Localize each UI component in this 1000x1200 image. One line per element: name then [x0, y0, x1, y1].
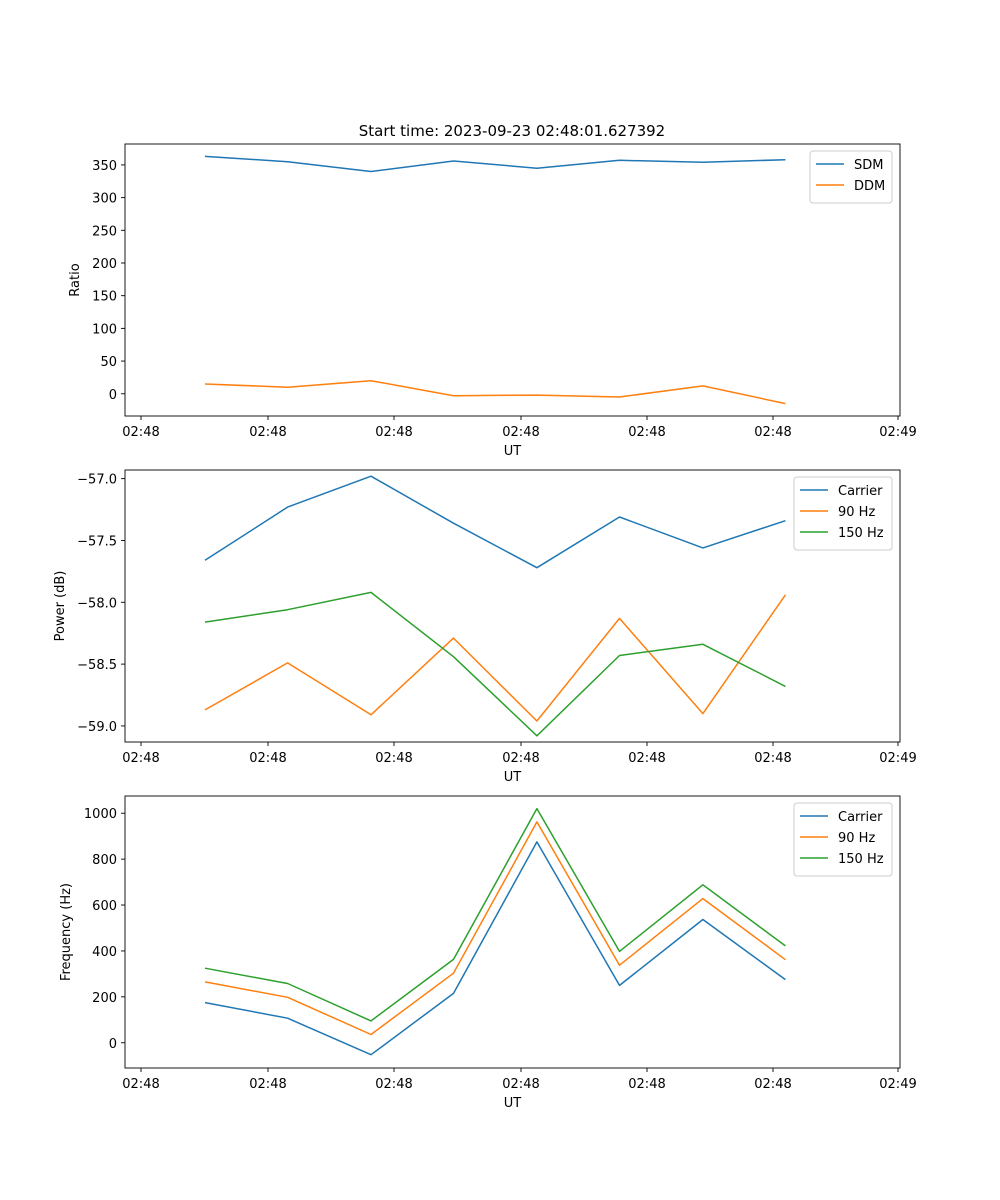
y-tick-label: −59.0 [77, 720, 117, 735]
x-tick-label: 02:48 [249, 425, 286, 440]
legend-label: SDM [854, 158, 883, 173]
x-tick-label: 02:48 [249, 751, 286, 766]
y-tick-label: 200 [92, 991, 117, 1006]
subplot-3: 02:48 02:48 02:48 02:48 02:48 02:48 02:49 UT 0 20… [59, 795, 917, 1111]
series-line-90-hz [204, 821, 786, 1036]
y-tick-label: 100 [92, 322, 117, 337]
y-tick-label: 400 [92, 945, 117, 960]
y-tick-label: 800 [92, 853, 117, 868]
series-line-ddm [204, 379, 786, 405]
series-line-150-hz [204, 807, 786, 1022]
x-axis-label: UT [504, 1096, 522, 1111]
y-tick-label: 0 [109, 388, 117, 403]
legend-label: 150 Hz [838, 526, 884, 541]
series-line-carrier [204, 475, 786, 569]
y-tick-label: 0 [109, 1037, 117, 1052]
legend-label: 150 Hz [838, 852, 884, 867]
figure-title: Start time: 2023-09-23 02:48:01.627392 [359, 122, 665, 140]
series-line-150-hz [204, 591, 786, 737]
x-tick-label: 02:48 [502, 1077, 539, 1092]
axes-frame [124, 795, 901, 1069]
legend: Carrier 90 Hz 150 Hz [793, 476, 893, 551]
y-tick-label: 1000 [84, 807, 117, 822]
x-tick-label: 02:48 [628, 425, 665, 440]
x-tick-label: 02:48 [375, 425, 412, 440]
x-axis-label: UT [504, 770, 522, 785]
legend-label: 90 Hz [838, 505, 875, 520]
x-tick-label: 02:48 [502, 751, 539, 766]
y-tick-label: −58.0 [77, 596, 117, 611]
y-axis-label: Frequency (Hz) [59, 883, 74, 981]
x-tick-label: 02:48 [628, 751, 665, 766]
y-tick-label: −57.0 [77, 473, 117, 488]
y-tick-label: 350 [92, 159, 117, 174]
x-tick-label: 02:48 [375, 751, 412, 766]
legend-label: DDM [854, 179, 885, 194]
legend-label: Carrier [838, 484, 883, 499]
y-tick-label: 150 [92, 290, 117, 305]
subplot-2: 02:48 02:48 02:48 02:48 02:48 02:48 02:49 UT −59… [53, 469, 917, 785]
y-tick-label: −57.5 [77, 534, 117, 549]
x-tick-label: 02:49 [879, 1077, 916, 1092]
x-tick-label: 02:48 [754, 425, 791, 440]
legend-label: 90 Hz [838, 831, 875, 846]
plots-container: 02:48 02:48 02:48 02:48 02:48 02:48 02:49 UT 0 50… [53, 143, 917, 1111]
y-tick-label: 600 [92, 899, 117, 914]
x-tick-label: 02:48 [502, 425, 539, 440]
x-tick-label: 02:49 [879, 425, 916, 440]
y-tick-label: 300 [92, 192, 117, 207]
x-tick-label: 02:48 [628, 1077, 665, 1092]
x-tick-label: 02:48 [249, 1077, 286, 1092]
x-tick-label: 02:48 [754, 751, 791, 766]
x-tick-label: 02:48 [375, 1077, 412, 1092]
y-axis-label: Ratio [68, 263, 83, 296]
series-line-carrier [204, 841, 786, 1056]
y-tick-label: 200 [92, 257, 117, 272]
x-tick-label: 02:49 [879, 751, 916, 766]
legend-label: Carrier [838, 810, 883, 825]
y-tick-label: 50 [100, 355, 117, 370]
x-tick-label: 02:48 [122, 751, 159, 766]
x-tick-label: 02:48 [122, 1077, 159, 1092]
legend: Carrier 90 Hz 150 Hz [793, 802, 893, 877]
y-tick-label: 250 [92, 224, 117, 239]
x-tick-label: 02:48 [122, 425, 159, 440]
series-line-sdm [204, 155, 786, 173]
x-axis-label: UT [504, 444, 522, 459]
series-line-90-hz [204, 594, 787, 722]
subplot-1: 02:48 02:48 02:48 02:48 02:48 02:48 02:49 UT 0 50… [68, 143, 917, 459]
y-tick-label: −58.5 [77, 658, 117, 673]
x-tick-label: 02:48 [754, 1077, 791, 1092]
axes-frame [124, 143, 901, 417]
y-axis-label: Power (dB) [53, 571, 68, 642]
axes-frame [124, 469, 901, 743]
legend: SDM DDM [809, 150, 893, 204]
